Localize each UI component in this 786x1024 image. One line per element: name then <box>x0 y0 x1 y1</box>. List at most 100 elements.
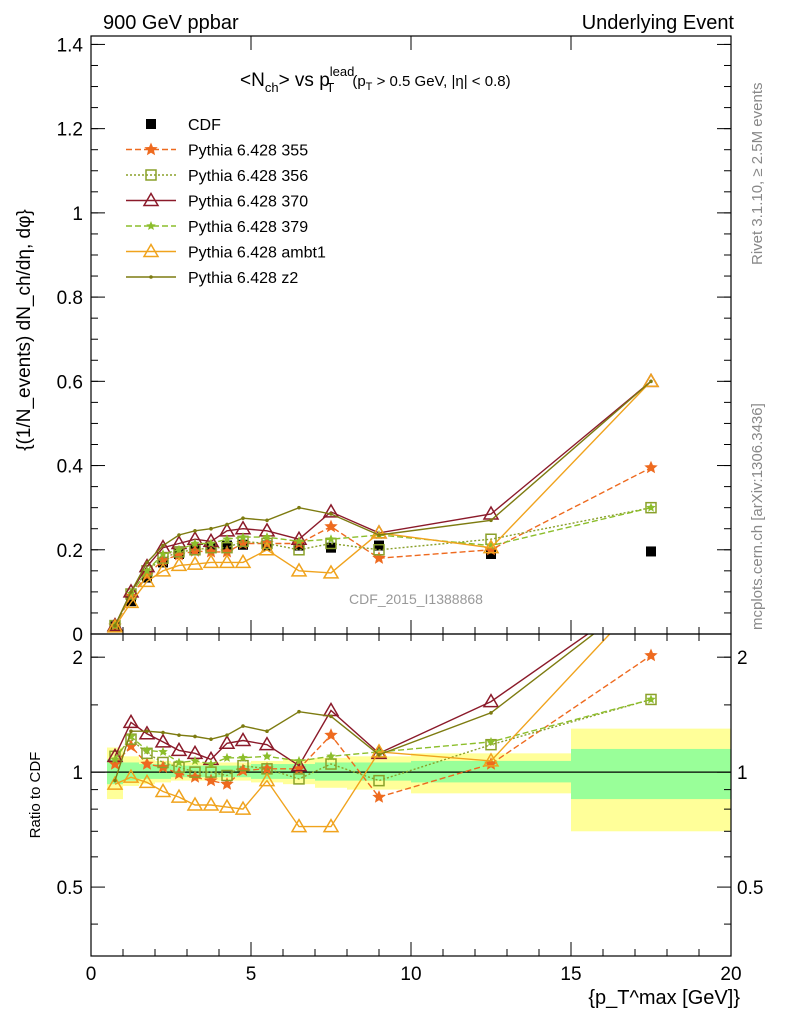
ratio-point-p370 <box>234 732 252 747</box>
ratio-point-p355 <box>644 648 658 662</box>
series-line-p356 <box>114 507 652 626</box>
point-ambt1 <box>154 562 172 577</box>
point-ambt1 <box>290 562 308 577</box>
point-p379 <box>222 534 232 544</box>
point-ambt1 <box>258 541 276 556</box>
ratio-point-p370 <box>154 733 172 748</box>
point-z2 <box>209 526 213 531</box>
ratio-point-z2 <box>377 753 381 757</box>
ratio-point-ambt1 <box>186 796 204 811</box>
x-axis-label: {p_T^max [GeV]} <box>588 987 740 1009</box>
header-left: 900 GeV ppbar <box>103 12 239 34</box>
y-tick-label: 0.8 <box>57 288 83 309</box>
ratio-point-p355 <box>156 760 170 773</box>
point-ambt1 <box>322 564 340 579</box>
point-z2 <box>145 560 149 565</box>
point-z2 <box>225 522 229 527</box>
point-p379 <box>294 536 304 546</box>
point-ambt1 <box>370 524 388 539</box>
ratio-point-p379 <box>486 736 496 746</box>
ratio-point-z2 <box>113 778 117 783</box>
series-line-z2 <box>114 380 652 626</box>
ratio-point-z2 <box>145 729 149 733</box>
ratio-point-p370 <box>644 583 658 595</box>
point-p370 <box>234 520 252 535</box>
point-z2 <box>113 623 117 628</box>
legend-label-p355: Pythia 6.428 355 <box>188 143 308 160</box>
point-z2 <box>161 543 165 548</box>
main-plot-frame <box>90 35 732 635</box>
ratio-point-ambt1 <box>170 788 188 803</box>
ratio-point-z2 <box>265 729 269 733</box>
series-line-ambt1 <box>114 380 652 628</box>
point-p356 <box>645 501 657 514</box>
ratio-tick-label-left: 2 <box>72 648 83 669</box>
ratio-tick-label-left: 0.5 <box>57 878 83 899</box>
series-line-p379 <box>114 507 652 626</box>
ratio-point-ambt1 <box>202 796 220 811</box>
ratio-line-p356 <box>114 698 652 782</box>
ratio-ylabel: Ratio to CDF <box>27 752 44 839</box>
ratio-point-p356 <box>157 756 169 769</box>
point-p379 <box>262 532 272 542</box>
ratio-plot <box>91 583 731 833</box>
x-tick-label: 15 <box>560 964 581 985</box>
point-p356 <box>221 541 233 554</box>
ratio-point-p370 <box>122 713 140 729</box>
ratio-point-p355 <box>372 790 386 803</box>
title-sub-ch: ch <box>265 80 279 95</box>
ratio-point-z2 <box>241 724 245 728</box>
x-tick-label: 5 <box>246 964 257 985</box>
ratio-point-ambt1 <box>322 818 340 833</box>
ratio-point-p356 <box>189 766 201 778</box>
ratio-point-p379 <box>206 759 216 769</box>
ratio-tick-label-right: 2 <box>737 648 748 669</box>
ratio-point-p356 <box>205 766 217 778</box>
y-tick-label: 0.4 <box>57 457 84 478</box>
ratio-point-p355 <box>260 761 274 775</box>
point-p370 <box>322 503 340 518</box>
point-z2 <box>329 512 333 516</box>
point-z2 <box>193 529 197 533</box>
legend-marker-p370 <box>142 192 160 207</box>
point-p379 <box>142 565 152 575</box>
point-ambt1 <box>642 372 660 388</box>
point-p370 <box>482 505 500 520</box>
ratio-point-z2 <box>649 588 653 592</box>
ratio-point-p355 <box>220 777 234 790</box>
point-p356 <box>373 544 385 556</box>
ratio-point-ambt1 <box>154 782 172 798</box>
point-ambt1 <box>106 618 124 633</box>
ratio-point-p355 <box>172 766 186 780</box>
legend-marker-p355 <box>144 142 158 156</box>
point-p379 <box>238 532 248 542</box>
point-z2 <box>265 518 269 523</box>
point-ambt1 <box>122 593 140 609</box>
watermark: CDF_2015_I1388868 <box>349 591 483 607</box>
point-ambt1 <box>202 553 220 569</box>
ratio-point-ambt1 <box>370 743 388 758</box>
point-ambt1 <box>482 539 500 554</box>
point-p355 <box>372 551 386 564</box>
ratio-tick-label-right: 1 <box>737 763 748 784</box>
ratio-point-p379 <box>158 746 168 756</box>
point-cdf <box>326 542 336 553</box>
ratio-point-z2 <box>489 711 493 715</box>
legend-label-z2: Pythia 6.428 z2 <box>188 270 298 287</box>
x-tick-label: 10 <box>400 964 421 985</box>
ratio-point-ambt1 <box>138 773 156 789</box>
point-z2 <box>241 516 245 520</box>
ratio-point-p370 <box>322 702 340 717</box>
ratio-point-p379 <box>262 751 272 761</box>
ratio-point-p379 <box>646 694 656 704</box>
header-right: Underlying Event <box>582 12 735 34</box>
series-line-p370 <box>114 380 652 626</box>
point-z2 <box>129 590 133 594</box>
point-p370 <box>202 532 220 548</box>
ratio-point-z2 <box>193 734 197 739</box>
green-band-bin <box>139 764 155 779</box>
point-cdf <box>126 596 136 607</box>
ratio-point-z2 <box>129 729 133 733</box>
axes: 0 5 10 15 20 0 0.2 0.4 0.6 0.8 1 1.2 1.4 0.5 0.5 1 1 2 2 <box>57 35 764 985</box>
